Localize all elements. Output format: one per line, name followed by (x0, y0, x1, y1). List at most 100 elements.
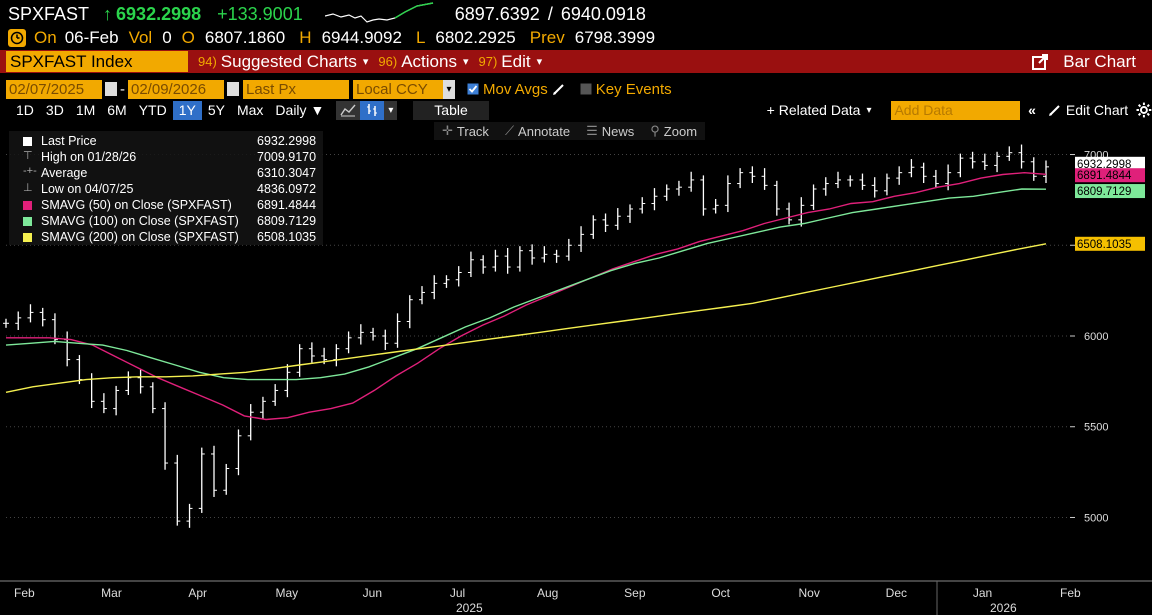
price-chart[interactable]: 50005500600065007000FebMarAprMayJunJulAu… (0, 126, 1152, 615)
bid-ask-separator: / (547, 3, 553, 24)
related-data-menu[interactable]: + Related Data ▾ (767, 102, 872, 118)
price-tag-label: 6932.2998 (1077, 159, 1131, 171)
start-date-field[interactable]: 02/07/2025 (6, 79, 102, 99)
period-5y[interactable]: 5Y (207, 102, 225, 118)
checkbox-checked-icon (467, 83, 479, 95)
zoom-tool[interactable]: ⚲ Zoom (642, 123, 705, 139)
magnifier-icon: ⚲ (650, 123, 660, 138)
calendar-icon[interactable] (105, 82, 117, 96)
legend-entry[interactable]: SMAVG (50) on Close (SPXFAST) 6891.4844 (9, 197, 323, 213)
suggested-charts-menu[interactable]: 94) Suggested Charts ▾ (198, 52, 368, 72)
x-tick-label: Apr (188, 586, 207, 600)
add-data-input[interactable]: Add Data (891, 100, 1021, 120)
price-tag-label: 6891.4844 (1077, 170, 1132, 182)
news-tool[interactable]: ☰ News (578, 123, 642, 139)
track-tool[interactable]: ✛ Track (434, 123, 497, 139)
line-chart-type-button[interactable] (336, 100, 361, 120)
legend-entry[interactable]: ⊥ Low on 04/07/25 4836.0972 (9, 181, 323, 197)
menu-number: 96) (378, 54, 398, 69)
legend-label: SMAVG (200) on Close (SPXFAST) (41, 230, 239, 244)
legend-entry[interactable]: SMAVG (200) on Close (SPXFAST) 6508.1035 (9, 229, 323, 245)
key-events-label: Key Events (595, 80, 672, 98)
price-tag (1075, 168, 1145, 183)
security-input[interactable]: SPXFAST Index (6, 51, 188, 72)
vol-label: Vol (128, 28, 153, 47)
dropdown-icon: ▾ (462, 56, 469, 68)
table-button[interactable]: Table (413, 100, 489, 120)
menu-label: Actions (401, 51, 457, 71)
settings-bar: 02/07/2025 - 02/09/2026 Last Px Local CC… (0, 79, 1152, 99)
x-tick-label: Dec (886, 586, 907, 600)
x-tick-label: Nov (799, 586, 820, 600)
edit-chart-button[interactable]: Edit Chart (1048, 102, 1128, 118)
moving-average-line (5, 243, 1047, 393)
period-bar: 1D 3D 1M 6M YTD 1Y 5Y Max Daily ▼ ▾ Tabl… (0, 100, 1152, 120)
menu-number: 97) (478, 54, 498, 69)
annotate-tool[interactable]: ⟋ Annotate (497, 123, 578, 139)
collapse-icon[interactable]: « (1028, 102, 1036, 118)
chevron-down-icon: ▾ (866, 104, 872, 116)
frequency-select[interactable]: Daily ▼ (269, 101, 330, 120)
legend-value: 6508.1035 (257, 230, 317, 244)
sparkline-icon (324, 2, 433, 23)
bar-chart-button[interactable]: Bar Chart (1031, 52, 1136, 72)
price-tag-label: 6508.1035 (1077, 239, 1131, 251)
dropdown-icon: ▾ (536, 56, 543, 68)
gear-icon[interactable] (1136, 102, 1152, 118)
pencil-icon (1048, 105, 1060, 116)
low-label: L (415, 28, 426, 47)
end-date-field[interactable]: 02/09/2026 (128, 79, 224, 99)
period-1m[interactable]: 1M (75, 102, 96, 118)
news-label: News (601, 123, 635, 139)
key-events-toggle[interactable]: Key Events (580, 81, 672, 98)
legend-value: 6891.4844 (257, 198, 317, 212)
legend-entry[interactable]: Last Price 6932.2998 (9, 133, 323, 149)
edit-chart-label: Edit Chart (1065, 102, 1129, 118)
y-tick-label: 5000 (1084, 512, 1108, 524)
actions-menu[interactable]: 96) Actions ▾ (378, 52, 468, 72)
price-field-select[interactable]: Last Px (243, 79, 349, 99)
bar-chart-type-button[interactable] (360, 100, 385, 120)
prev-price: 6798.3999 (574, 28, 656, 47)
menu-label: Edit (501, 51, 531, 71)
price-field: Last Px (246, 80, 297, 98)
open-label: O (181, 28, 195, 47)
period-ytd[interactable]: YTD (138, 102, 167, 118)
high-price: 6944.9092 (321, 28, 402, 47)
chevron-down-icon[interactable]: ▾ (443, 79, 455, 99)
period-6m[interactable]: 6M (107, 102, 127, 118)
prev-label: Prev (529, 28, 565, 47)
bar-chart-label: Bar Chart (1063, 51, 1136, 71)
currency-select[interactable]: Local CCY (353, 79, 443, 99)
ohlc-date: 06-Feb (64, 28, 119, 47)
x-tick-label: Jan (973, 586, 992, 600)
line-chart-icon (340, 104, 356, 117)
moving-average-line (6, 171, 1047, 421)
legend-entry[interactable]: ⊤ High on 01/28/26 7009.9170 (9, 149, 323, 165)
low-price: 6802.2925 (435, 28, 516, 47)
period-3d[interactable]: 3D (45, 102, 64, 118)
external-link-icon (1032, 53, 1049, 70)
price-tag (1075, 156, 1145, 171)
legend-value: 4836.0972 (257, 182, 317, 196)
legend-value: 7009.9170 (257, 150, 317, 164)
chevron-down-icon[interactable]: ▾ (384, 100, 398, 120)
menu-number: 94) (198, 54, 217, 69)
table-label: Table (434, 102, 468, 118)
ohlc-bar: On 06-Feb Vol 0 O 6807.1860 H 6944.9092 … (0, 27, 1152, 49)
period-max[interactable]: Max (236, 102, 264, 118)
x-tick-label: Aug (537, 586, 558, 600)
edit-menu[interactable]: 97) Edit ▾ (479, 52, 543, 72)
legend-entry[interactable]: SMAVG (100) on Close (SPXFAST) 6809.7129 (9, 213, 323, 229)
mov-avgs-toggle[interactable]: Mov Avgs (467, 81, 566, 98)
period-1y[interactable]: 1Y (172, 100, 202, 120)
ticker-symbol[interactable]: SPXFAST (8, 3, 90, 24)
period-1d[interactable]: 1D (16, 102, 34, 118)
chart-legend[interactable]: Last Price 6932.2998 ⊤ High on 01/28/26 7009… (9, 131, 323, 245)
moving-average-line (5, 188, 1047, 381)
legend-entry[interactable]: -+- Average 6310.3047 (9, 165, 323, 181)
clock-icon[interactable] (8, 29, 26, 47)
zoom-label: Zoom (663, 123, 698, 139)
menu-label: Suggested Charts (220, 51, 357, 71)
calendar-icon[interactable] (227, 82, 239, 96)
